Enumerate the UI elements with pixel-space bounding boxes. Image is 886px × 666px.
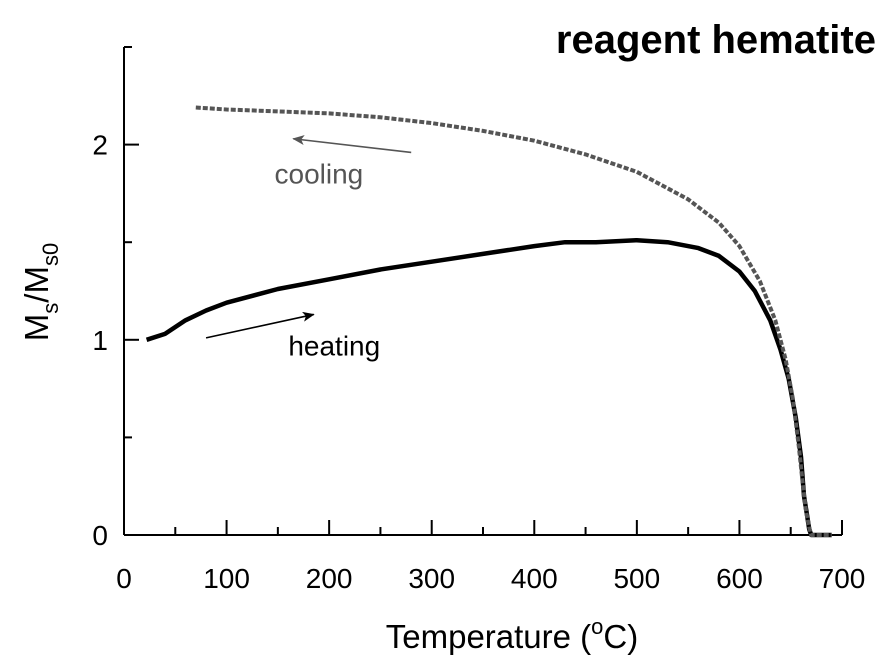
cooling-label: cooling <box>275 159 364 190</box>
series-layer <box>145 105 832 538</box>
x-tick-label: 500 <box>613 563 660 594</box>
heating-arrow <box>205 311 315 339</box>
y-axis-title-sub2: s0 <box>38 243 63 266</box>
y-axis-title-slash: /M <box>18 266 55 303</box>
y-ticks: 0 1 2 <box>92 46 139 551</box>
chart-title: reagent hematite <box>556 18 876 62</box>
x-axis-title: Temperature (oC) <box>386 614 639 655</box>
x-tick-label: 300 <box>408 563 455 594</box>
x-tick-label: 100 <box>203 563 250 594</box>
y-tick-label: 1 <box>92 325 108 356</box>
x-axis-title-rest: C) <box>603 618 638 655</box>
y-tick-label: 2 <box>92 130 108 161</box>
x-tick-label: 400 <box>511 563 558 594</box>
x-tick-label: 600 <box>716 563 763 594</box>
y-axis-title-sub1: s <box>38 303 63 314</box>
x-tick-label: 700 <box>819 563 866 594</box>
x-ticks: 0 100 200 300 400 500 600 700 <box>116 520 865 594</box>
series-heating-line <box>145 237 832 538</box>
cooling-arrow <box>292 135 412 154</box>
y-axis-title-m1: M <box>18 314 55 342</box>
x-axis-title-sup: o <box>591 614 603 639</box>
heating-label: heating <box>288 330 380 361</box>
series-cooling-line <box>195 105 832 537</box>
y-axis-title: Ms/Ms0 <box>18 243 63 341</box>
x-tick-label: 200 <box>306 563 353 594</box>
y-tick-label: 0 <box>92 520 108 551</box>
x-axis-title-main: Temperature ( <box>386 618 591 655</box>
annotation-layer: cooling heating <box>205 135 412 361</box>
axes <box>123 47 842 536</box>
x-tick-label: 0 <box>116 563 132 594</box>
